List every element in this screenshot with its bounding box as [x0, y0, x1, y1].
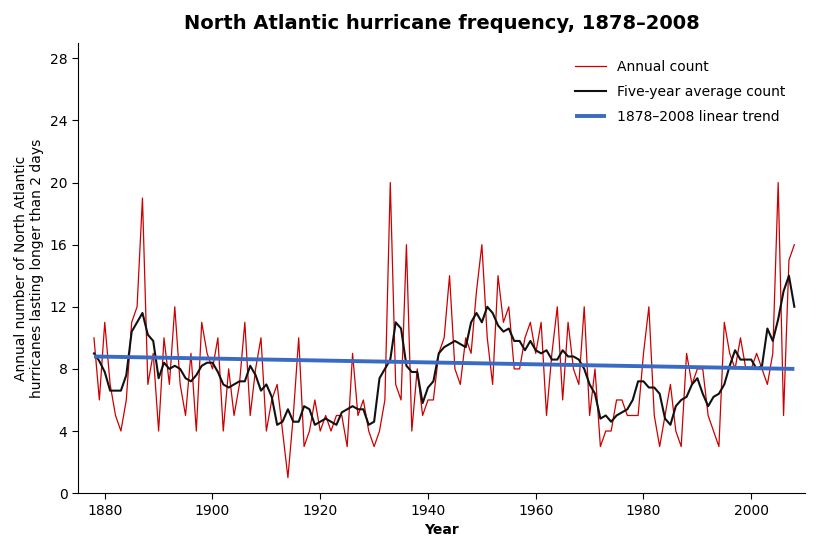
- Five-year average count: [154, 375, 164, 381]
- Line: Five-year average count: Five-year average count: [94, 276, 794, 425]
- Annual count: [353, 412, 363, 419]
- Annual count: [790, 241, 799, 248]
- Annual count: [283, 474, 293, 481]
- Annual count: [154, 428, 164, 434]
- Five-year average count: [353, 406, 363, 413]
- Annual count: [369, 443, 379, 450]
- Five-year average count: [369, 418, 379, 425]
- X-axis label: Year: Year: [424, 523, 459, 537]
- Five-year average count: [315, 418, 325, 425]
- Annual count: [315, 428, 325, 434]
- Y-axis label: Annual number of North Atlantic
hurricanes lasting longer than 2 days: Annual number of North Atlantic hurrican…: [14, 138, 44, 398]
- Annual count: [633, 412, 643, 419]
- Five-year average count: [790, 304, 799, 310]
- Five-year average count: [272, 422, 282, 428]
- Five-year average count: [89, 350, 99, 356]
- Annual count: [89, 334, 99, 341]
- Five-year average count: [784, 272, 794, 279]
- Line: Annual count: Annual count: [94, 182, 794, 478]
- Annual count: [386, 179, 396, 186]
- Title: North Atlantic hurricane frequency, 1878–2008: North Atlantic hurricane frequency, 1878…: [183, 14, 699, 33]
- Five-year average count: [450, 338, 459, 344]
- Legend: Annual count, Five-year average count, 1878–2008 linear trend: Annual count, Five-year average count, 1…: [570, 54, 791, 129]
- Annual count: [455, 381, 465, 388]
- Five-year average count: [628, 397, 638, 403]
